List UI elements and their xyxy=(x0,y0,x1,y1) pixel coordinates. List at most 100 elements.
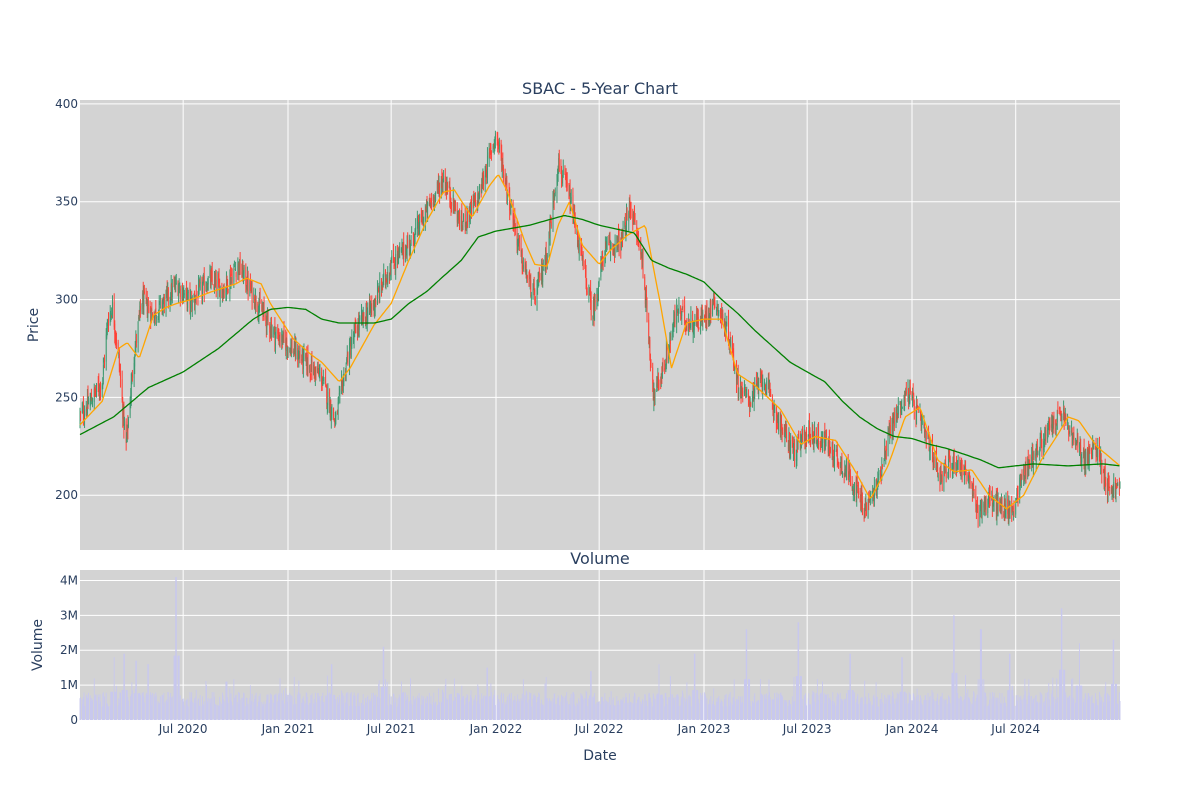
candlestick[interactable] xyxy=(706,300,707,329)
candlestick[interactable] xyxy=(946,465,947,483)
candlestick[interactable] xyxy=(443,170,444,182)
candlestick[interactable] xyxy=(144,285,145,295)
volume-bar[interactable] xyxy=(96,701,97,720)
candlestick[interactable] xyxy=(379,272,380,303)
candlestick[interactable] xyxy=(942,471,943,491)
candlestick[interactable] xyxy=(1113,473,1114,498)
candlestick[interactable] xyxy=(208,276,209,291)
candlestick[interactable] xyxy=(451,202,452,213)
volume-bar[interactable] xyxy=(858,704,859,720)
candlestick[interactable] xyxy=(335,411,336,425)
candlestick[interactable] xyxy=(479,184,480,199)
candlestick[interactable] xyxy=(694,314,695,326)
candlestick[interactable] xyxy=(762,374,763,399)
volume-bar[interactable] xyxy=(635,694,636,720)
volume-bar[interactable] xyxy=(315,702,316,720)
candlestick[interactable] xyxy=(84,405,85,428)
candlestick[interactable] xyxy=(463,221,464,230)
candlestick[interactable] xyxy=(1030,454,1031,469)
candlestick[interactable] xyxy=(351,329,352,349)
volume-bar[interactable] xyxy=(272,700,273,720)
candlestick[interactable] xyxy=(866,502,867,516)
candlestick[interactable] xyxy=(1069,425,1070,436)
candlestick[interactable] xyxy=(112,295,113,318)
volume-bar[interactable] xyxy=(156,695,157,720)
candlestick[interactable] xyxy=(1010,501,1011,519)
candlestick[interactable] xyxy=(292,336,293,354)
candlestick[interactable] xyxy=(515,223,516,235)
volume-bar[interactable] xyxy=(355,706,356,720)
volume-bar[interactable] xyxy=(714,705,715,720)
volume-bar[interactable] xyxy=(830,700,831,720)
candlestick[interactable] xyxy=(1057,401,1058,414)
candlestick[interactable] xyxy=(124,417,125,430)
candlestick[interactable] xyxy=(938,473,939,482)
volume-bar[interactable] xyxy=(547,698,548,720)
candlestick[interactable] xyxy=(196,285,197,305)
candlestick[interactable] xyxy=(822,431,823,453)
candlestick[interactable] xyxy=(1061,413,1062,426)
volume-bar[interactable] xyxy=(236,695,237,720)
volume-bar[interactable] xyxy=(734,701,735,720)
candlestick[interactable] xyxy=(470,202,471,225)
candlestick[interactable] xyxy=(932,434,933,462)
volume-bar[interactable] xyxy=(232,705,233,720)
candlestick[interactable] xyxy=(627,207,628,220)
volume-bar[interactable] xyxy=(276,694,277,720)
volume-bar[interactable] xyxy=(670,694,671,720)
volume-bar[interactable] xyxy=(587,706,588,720)
candlestick[interactable] xyxy=(810,434,811,447)
candlestick[interactable] xyxy=(383,263,384,285)
candlestick[interactable] xyxy=(814,421,815,443)
volume-bar[interactable] xyxy=(172,696,173,720)
candlestick[interactable] xyxy=(906,382,907,396)
candlestick[interactable] xyxy=(88,396,89,404)
candlestick[interactable] xyxy=(802,426,803,442)
candlestick[interactable] xyxy=(830,447,831,454)
candlestick[interactable] xyxy=(375,295,376,307)
candlestick[interactable] xyxy=(738,387,739,400)
volume-bar[interactable] xyxy=(447,700,448,720)
candlestick[interactable] xyxy=(280,332,281,348)
volume-bar[interactable] xyxy=(220,702,221,720)
volume-bar[interactable] xyxy=(343,696,344,720)
volume-bar[interactable] xyxy=(706,698,707,720)
candlestick[interactable] xyxy=(288,347,289,358)
volume-bar[interactable] xyxy=(192,702,193,720)
volume-bar[interactable] xyxy=(890,704,891,720)
candlestick[interactable] xyxy=(605,236,606,263)
candlestick[interactable] xyxy=(411,226,412,233)
candlestick[interactable] xyxy=(681,311,682,325)
volume-bar[interactable] xyxy=(260,694,261,720)
candlestick[interactable] xyxy=(671,331,672,341)
candlestick[interactable] xyxy=(786,424,787,443)
candlestick[interactable] xyxy=(240,252,241,275)
volume-bar[interactable] xyxy=(244,693,245,720)
volume-bar[interactable] xyxy=(535,696,536,720)
volume-bar[interactable] xyxy=(439,702,440,720)
candlestick[interactable] xyxy=(966,469,967,484)
volume-bar[interactable] xyxy=(475,695,476,720)
candlestick[interactable] xyxy=(690,306,691,330)
volume-bar[interactable] xyxy=(810,704,811,720)
volume-bar[interactable] xyxy=(575,706,576,720)
candlestick[interactable] xyxy=(320,364,321,382)
volume-bar[interactable] xyxy=(307,705,308,720)
volume-bar[interactable] xyxy=(543,705,544,720)
volume-bar[interactable] xyxy=(758,700,759,720)
volume-bar[interactable] xyxy=(742,702,743,720)
candlestick[interactable] xyxy=(96,383,97,398)
candlestick[interactable] xyxy=(894,408,895,432)
volume-bar[interactable] xyxy=(746,629,747,720)
volume-bar[interactable] xyxy=(431,705,432,720)
volume-bar[interactable] xyxy=(599,701,600,720)
candlestick[interactable] xyxy=(754,377,755,399)
candlestick[interactable] xyxy=(591,291,592,320)
volume-bar[interactable] xyxy=(651,702,652,720)
candlestick[interactable] xyxy=(308,345,309,377)
candlestick[interactable] xyxy=(260,288,261,304)
candlestick[interactable] xyxy=(1085,449,1086,475)
volume-bar[interactable] xyxy=(762,695,763,720)
volume-bar[interactable] xyxy=(862,698,863,720)
volume-bar[interactable] xyxy=(367,695,368,720)
